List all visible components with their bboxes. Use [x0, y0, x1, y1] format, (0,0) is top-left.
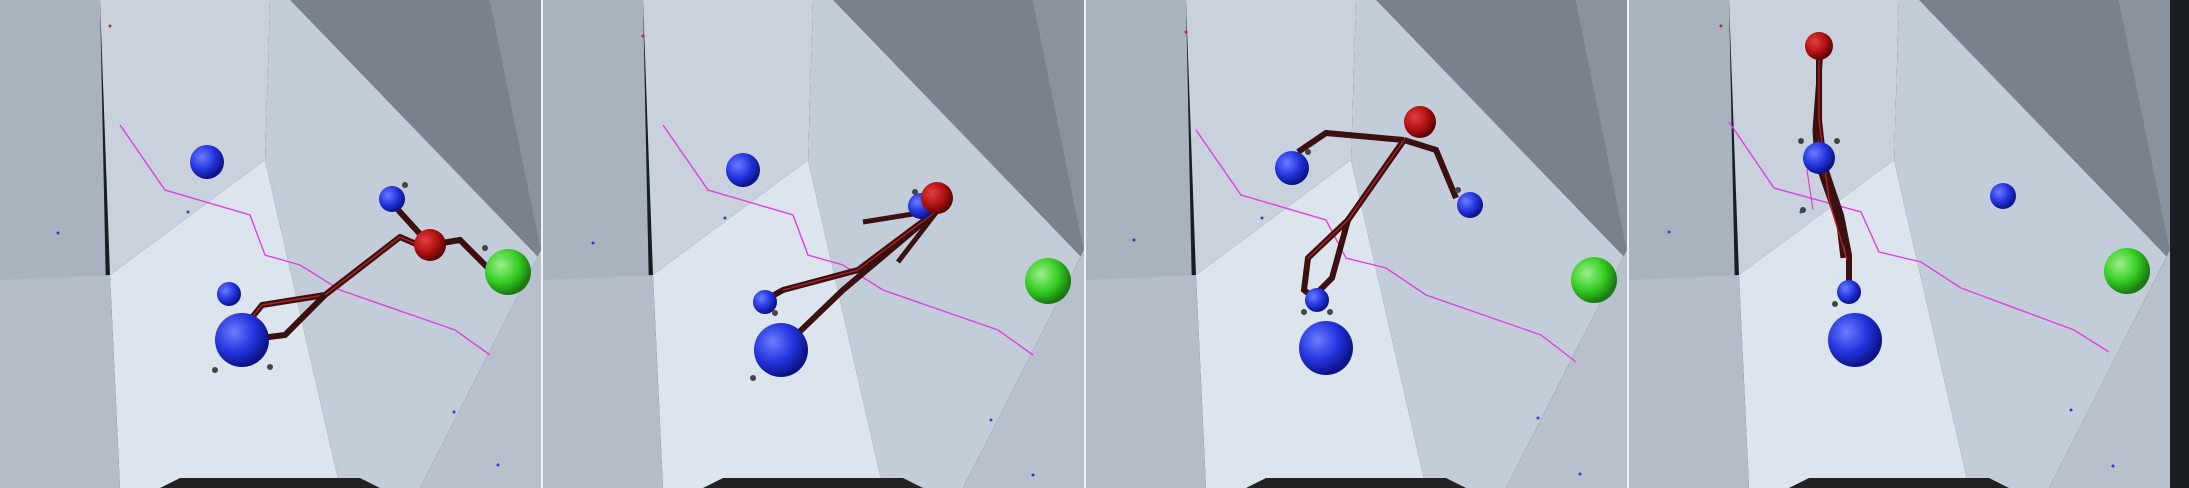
- contact-point-icon: [1832, 301, 1838, 307]
- marker-dot: [452, 410, 456, 414]
- climber: [244, 198, 493, 343]
- route-line: [1728, 121, 2110, 353]
- marker-dot: [2069, 408, 2073, 412]
- marker-dot: [1578, 472, 1582, 476]
- blue-hold-icon[interactable]: [1457, 192, 1483, 218]
- contact-point-icon: [772, 310, 778, 316]
- frame-2-scene: [543, 0, 1084, 488]
- climber: [1296, 106, 1459, 301]
- contact-point-icon: [1455, 187, 1461, 193]
- green-goal-hold-icon[interactable]: [2104, 248, 2150, 294]
- contact-point-icon: [1301, 309, 1307, 315]
- marker-dot: [186, 210, 190, 214]
- route-line: [119, 124, 491, 356]
- marker-dot: [641, 34, 645, 38]
- marker-dot: [591, 241, 595, 245]
- contact-point-icon: [267, 364, 273, 370]
- wall: [1629, 0, 2170, 488]
- blue-hold-icon[interactable]: [754, 323, 808, 377]
- limb: [782, 209, 939, 291]
- contact-point-icon: [750, 375, 756, 381]
- blue-hold-icon[interactable]: [215, 313, 269, 367]
- marker-dot: [56, 231, 60, 235]
- contact-point-icon: [1327, 309, 1333, 315]
- limb: [788, 207, 940, 343]
- marker-dot: [1667, 230, 1671, 234]
- contact-point-icon: [1798, 138, 1804, 144]
- frame-3-scene: [1086, 0, 1627, 488]
- limb: [1307, 139, 1405, 259]
- marker-dot: [2111, 464, 2115, 468]
- frame-4: [1629, 0, 2170, 488]
- limb: [1403, 137, 1459, 200]
- marker-dot: [496, 463, 500, 467]
- marker-dot: [1184, 30, 1188, 34]
- climber-head-icon: [921, 182, 953, 214]
- blue-hold-icon[interactable]: [190, 145, 224, 179]
- marker-dot: [1260, 216, 1264, 220]
- marker-dot: [108, 24, 112, 28]
- limb: [1296, 129, 1405, 155]
- blue-hold-icon[interactable]: [1299, 321, 1353, 375]
- climber: [1803, 32, 1852, 282]
- frame-2: [543, 0, 1084, 488]
- blue-hold-icon[interactable]: [1305, 288, 1329, 312]
- marker-dot: [723, 216, 727, 220]
- blue-hold-icon[interactable]: [1828, 313, 1882, 367]
- marker-dot: [989, 418, 993, 422]
- wall: [543, 0, 1084, 488]
- contact-point-icon: [1305, 149, 1311, 155]
- marker-dot: [1031, 473, 1035, 477]
- blue-hold-icon[interactable]: [1803, 142, 1835, 174]
- frame-1-scene: [0, 0, 541, 488]
- contact-point-icon: [912, 189, 918, 195]
- frame-divider: [1627, 0, 1629, 488]
- wall: [1086, 0, 1627, 488]
- climber-head-icon: [1805, 32, 1833, 60]
- blue-hold-icon[interactable]: [217, 282, 241, 306]
- route-line: [1195, 129, 1577, 363]
- blue-hold-icon[interactable]: [1275, 151, 1309, 185]
- climber: [763, 182, 953, 343]
- contact-point-icon: [402, 182, 408, 188]
- green-goal-hold-icon[interactable]: [485, 249, 531, 295]
- route-line: [662, 124, 1034, 356]
- climber-head-icon: [414, 229, 446, 261]
- frame-3: [1086, 0, 1627, 488]
- contact-points: [212, 182, 488, 373]
- limb: [896, 208, 940, 264]
- frame-4-scene: [1629, 0, 2170, 488]
- marker-dot: [1132, 238, 1136, 242]
- climber-head-icon: [1404, 106, 1436, 138]
- frame-divider: [541, 0, 543, 488]
- blue-hold-icon[interactable]: [753, 290, 777, 314]
- marker-dot: [1536, 416, 1540, 420]
- contact-point-icon: [212, 367, 218, 373]
- marker-dot: [1719, 24, 1723, 28]
- frame-divider: [1084, 0, 1086, 488]
- blue-hold-icon[interactable]: [1990, 183, 2016, 209]
- green-goal-hold-icon[interactable]: [1025, 258, 1071, 304]
- frame-1: [0, 0, 541, 488]
- blue-hold-icon[interactable]: [379, 186, 405, 212]
- contact-point-icon: [1834, 138, 1840, 144]
- blue-hold-icon[interactable]: [1837, 280, 1861, 304]
- contact-point-icon: [482, 245, 488, 251]
- green-goal-hold-icon[interactable]: [1571, 257, 1617, 303]
- marker-dot: [1799, 210, 1803, 214]
- blue-hold-icon[interactable]: [726, 153, 760, 187]
